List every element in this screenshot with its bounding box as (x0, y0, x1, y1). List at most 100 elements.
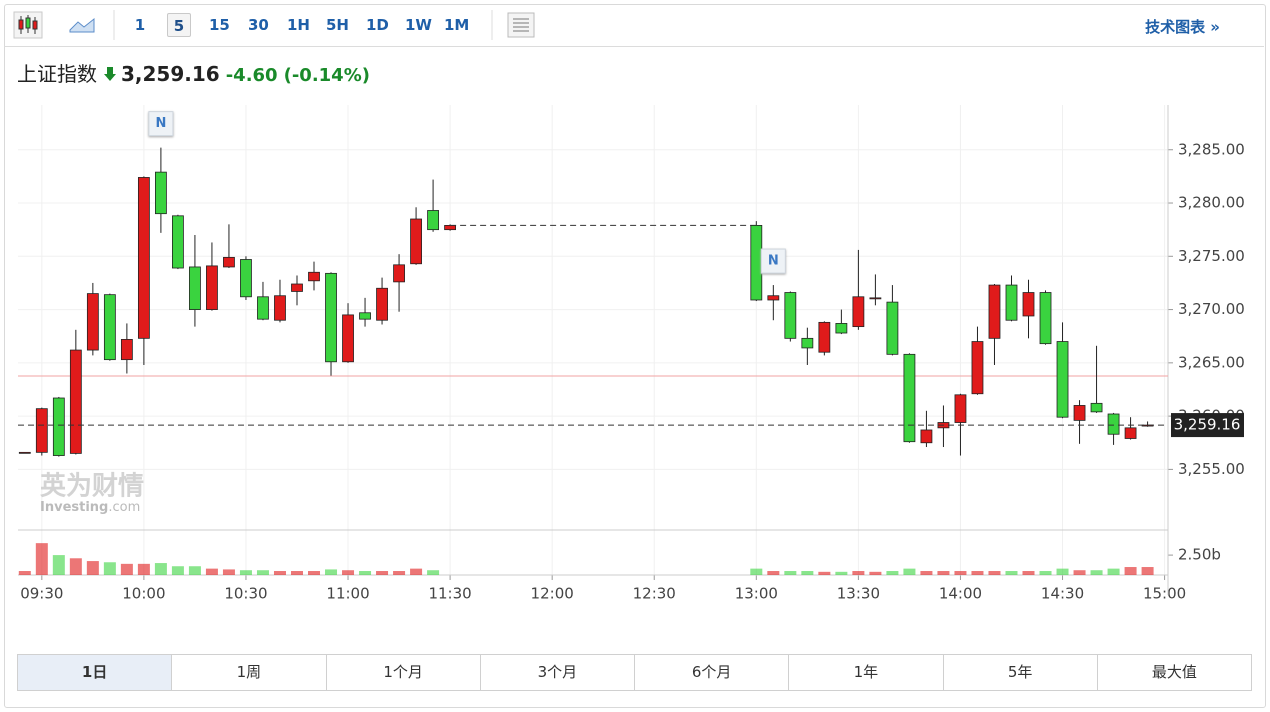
change: -4.60 (225, 65, 278, 86)
volume-bar (18, 571, 31, 575)
watermark-site-name: Investing (40, 500, 108, 515)
index-name: 上证指数 (17, 62, 97, 86)
range-tab[interactable]: 最大值 (1096, 655, 1251, 690)
volume-bar (120, 563, 133, 575)
interval-button[interactable]: 30 (248, 16, 269, 34)
candle-body (257, 296, 269, 320)
volume-bar (1124, 567, 1137, 575)
volume-bar (1022, 571, 1035, 575)
news-marker: N (768, 254, 779, 269)
volume-bar (171, 566, 184, 575)
volume-bar (920, 571, 933, 575)
volume-bar (273, 571, 286, 575)
range-tab[interactable]: 3个月 (479, 655, 634, 690)
candle-body (274, 295, 286, 321)
volume-bar (154, 563, 167, 575)
x-tick-label: 12:30 (633, 585, 676, 603)
range-tab[interactable]: 5年 (942, 655, 1097, 690)
candle-body (206, 265, 218, 310)
volume-bar (784, 571, 797, 575)
candle-body (137, 177, 150, 339)
volume-bar (903, 568, 916, 575)
volume-bar (1141, 567, 1154, 575)
candle-body (886, 301, 899, 355)
chart-widget (4, 4, 1266, 708)
interval-button[interactable]: 5 (167, 13, 191, 37)
candle-body (376, 287, 388, 321)
interval-button[interactable]: 1M (444, 16, 470, 34)
volume-bar (103, 562, 116, 575)
volume-bar (801, 571, 814, 575)
toolbar-icons (13, 10, 535, 40)
news-marker-box (760, 248, 786, 274)
interval-button[interactable]: 1W (405, 16, 432, 34)
range-tabs: 1日 1周 1个月 3个月 6个月 1年 5年 最大值 (17, 654, 1252, 691)
table-icon-lines (513, 18, 529, 32)
y-tick-label: 3,270.00 (1178, 300, 1245, 318)
volume-bar (1039, 571, 1052, 575)
price-label: 3,259.16 (1174, 416, 1241, 434)
candle-body (750, 225, 763, 301)
volume-tick-label: 2.50b (1178, 546, 1221, 564)
candle-body (988, 284, 1001, 339)
price-label-box (1171, 413, 1244, 438)
toolbar: 技术图表 » 1 5 15 30 1H 5H 1D 1W 1M (4, 4, 1264, 47)
table-icon[interactable] (507, 12, 535, 38)
candle-icon (18, 15, 38, 34)
range-tab[interactable]: 1年 (788, 655, 942, 690)
chart: 09:30 10:00 10:30 11:00 11:30 12:00 12:30 13:00… (18, 105, 1245, 603)
volume-bar (971, 571, 984, 575)
interval-button[interactable]: 1H (287, 16, 310, 34)
volume-bar (1107, 568, 1120, 575)
x-tick-label: 12:00 (531, 585, 574, 603)
volume-bar (410, 568, 423, 575)
candle-body (818, 321, 831, 353)
area-icon[interactable] (69, 17, 95, 33)
candle-body (69, 349, 82, 454)
volume-bar (308, 571, 321, 575)
candle-body (86, 293, 99, 351)
interval-button[interactable]: 1 (134, 16, 146, 34)
interval-button[interactable]: 5H (326, 16, 349, 34)
x-tick-label: 15:00 (1143, 585, 1186, 603)
candle-body (342, 314, 354, 363)
watermark-site: Investing.com (40, 500, 140, 515)
volume-bar (1090, 570, 1103, 575)
x-tick-label: 10:30 (224, 585, 267, 603)
x-tick-label: 11:00 (326, 585, 369, 603)
volume-bar (852, 571, 865, 575)
volume-bar (954, 571, 967, 575)
candle-body (103, 294, 116, 361)
volume-bar (52, 555, 65, 575)
candle-body (920, 429, 933, 444)
news-marker-box (148, 111, 174, 137)
volume-bar (222, 569, 235, 575)
range-tab[interactable]: 6个月 (634, 655, 788, 690)
volume-bar (818, 571, 831, 575)
interval-button[interactable]: 15 (209, 16, 230, 34)
range-tab[interactable]: 1个月 (325, 655, 480, 690)
candle-body (410, 218, 422, 265)
range-tab[interactable]: 1周 (171, 655, 325, 690)
candle-body (784, 292, 797, 339)
volume-bar (376, 571, 389, 575)
volume-bar (767, 571, 780, 575)
candle-body (308, 271, 320, 282)
range-tab[interactable]: 1日 (18, 655, 172, 690)
candle-body (325, 272, 337, 363)
watermark-brand: 英为财情 (40, 472, 144, 502)
interval-button[interactable]: 1D (366, 16, 389, 34)
technical-chart-link[interactable]: 技术图表 » (1145, 18, 1220, 36)
candle-body (1107, 413, 1120, 435)
volume-bar (886, 571, 899, 575)
change-percent: (-0.14%) (283, 65, 370, 86)
candle-body (223, 256, 235, 268)
candle-body (154, 171, 167, 215)
candle-body (903, 353, 916, 443)
candle-body (1022, 292, 1035, 317)
volume-bar (86, 561, 99, 575)
y-tick-label: 3,255.00 (1178, 460, 1245, 478)
candle-body (393, 264, 405, 283)
y-tick-label: 3,285.00 (1178, 140, 1245, 158)
x-tick-label: 10:00 (122, 585, 165, 603)
